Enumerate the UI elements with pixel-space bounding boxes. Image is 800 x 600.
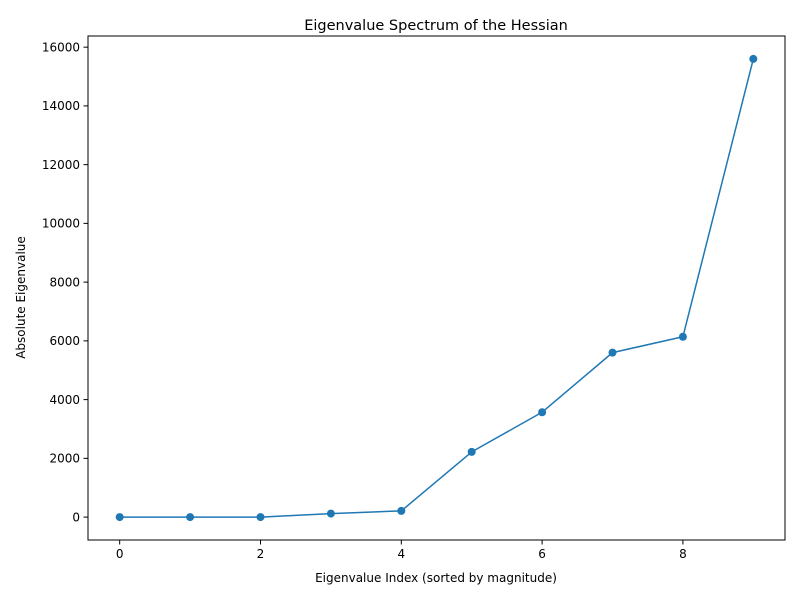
series-line (119, 58, 755, 518)
plot-area: 0 2 4 6 8 0 2000 4000 6000 8000 10000 12000 14000 160… (42, 35, 786, 561)
chart-title: Eigenvalue Spectrum of the Hessian (304, 18, 568, 34)
data-point (115, 513, 124, 522)
y-axis-label: Absolute Eigenvalue (14, 236, 28, 359)
data-point (326, 509, 335, 518)
y-tick-label: 4000 (49, 393, 80, 407)
x-tick-label: 8 (679, 547, 687, 561)
data-point (186, 513, 195, 522)
x-tick-label: 4 (397, 547, 405, 561)
data-point (467, 447, 476, 456)
x-axis-label: Eigenvalue Index (sorted by magnitude) (315, 571, 557, 585)
y-tick-label: 6000 (49, 334, 80, 348)
y-tick-label: 12000 (42, 158, 80, 172)
x-tick-label: 6 (538, 547, 546, 561)
data-point (538, 408, 547, 417)
y-tick-label: 0 (72, 510, 80, 524)
data-point (397, 506, 406, 515)
y-tick-label: 8000 (49, 275, 80, 289)
x-tick-label: 2 (257, 547, 265, 561)
axes-frame (87, 35, 786, 541)
data-point (678, 332, 687, 341)
y-tick-label: 2000 (49, 452, 80, 466)
y-tick-label: 16000 (42, 40, 80, 54)
y-tick-label: 14000 (42, 99, 80, 113)
data-point (749, 54, 758, 63)
data-point (256, 513, 265, 522)
y-tick-label: 10000 (42, 217, 80, 231)
data-point (608, 348, 617, 357)
x-tick-label: 0 (116, 547, 124, 561)
